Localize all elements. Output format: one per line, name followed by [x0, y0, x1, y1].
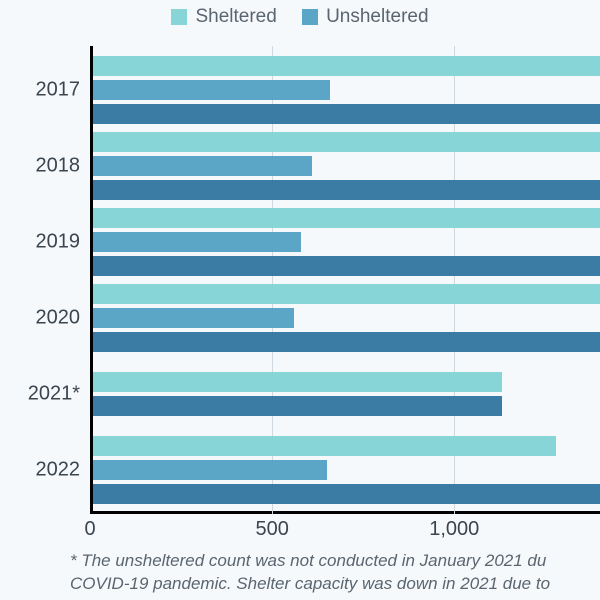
legend-item-sheltered: Sheltered — [171, 6, 276, 28]
bar-unsheltered — [93, 460, 327, 480]
x-axis — [90, 511, 600, 514]
bar-unsheltered — [93, 232, 301, 252]
bar-sheltered — [93, 208, 600, 228]
x-tick-label: 500 — [255, 518, 288, 541]
legend-item-unsheltered: Unsheltered — [302, 6, 428, 28]
y-category-label: 2021* — [10, 383, 80, 406]
bar-sheltered — [93, 56, 600, 76]
y-category-label: 2022 — [10, 459, 80, 482]
x-tick-label: 1,000 — [429, 518, 479, 541]
bar-total — [93, 180, 600, 200]
legend-label: Unsheltered — [326, 6, 428, 28]
footnote-line: COVID-19 pandemic. Shelter capacity was … — [70, 573, 600, 596]
bar-unsheltered — [93, 156, 312, 176]
bar-sheltered — [93, 132, 600, 152]
bar-total — [93, 332, 600, 352]
bar-total — [93, 396, 502, 416]
y-category-label: 2020 — [10, 307, 80, 330]
homeless-count-chart: Sheltered Unsheltered * The unsheltered … — [0, 0, 600, 600]
bar-sheltered — [93, 284, 600, 304]
y-category-label: 2017 — [10, 79, 80, 102]
bar-total — [93, 256, 600, 276]
bar-unsheltered — [93, 80, 330, 100]
y-category-label: 2018 — [10, 155, 80, 178]
bar-unsheltered — [93, 308, 294, 328]
bar-total — [93, 104, 600, 124]
y-category-label: 2019 — [10, 231, 80, 254]
bar-sheltered — [93, 372, 502, 392]
legend-swatch-unsheltered — [302, 9, 318, 25]
legend: Sheltered Unsheltered — [0, 6, 600, 31]
chart-footnote: * The unsheltered count was not conducte… — [70, 550, 600, 596]
legend-label: Sheltered — [195, 6, 276, 28]
legend-swatch-sheltered — [171, 9, 187, 25]
bar-total — [93, 484, 600, 504]
x-tick-label: 0 — [84, 518, 95, 541]
footnote-line: * The unsheltered count was not conducte… — [70, 550, 600, 573]
plot-area — [90, 46, 600, 514]
bar-sheltered — [93, 436, 556, 456]
